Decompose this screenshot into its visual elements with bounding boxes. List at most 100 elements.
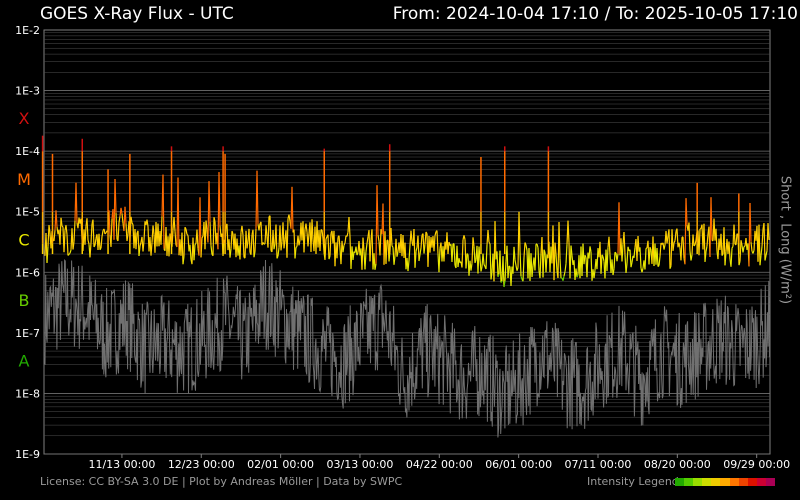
legend-swatch (765, 478, 776, 486)
range-separator: / (604, 4, 611, 24)
long-flux-segment (55, 210, 58, 228)
long-flux-segment (319, 229, 322, 252)
y-tick-label: 1E-2 (15, 24, 40, 37)
short-series (44, 259, 770, 438)
long-flux-segment (519, 250, 522, 277)
long-flux-segment (294, 247, 297, 259)
long-flux-segment (186, 234, 189, 236)
long-flux-segment (602, 256, 605, 262)
long-flux-segment (659, 242, 662, 257)
y-tick-label: 1E-8 (15, 387, 40, 400)
long-flux-segment (130, 216, 133, 223)
long-flux-segment (258, 223, 261, 231)
long-flux-segment (252, 229, 255, 258)
legend-swatch (756, 478, 766, 486)
long-flux-segment (329, 233, 332, 256)
long-flux-segment (704, 251, 707, 262)
long-flux-segment (366, 236, 369, 244)
long-flux-segment (348, 216, 351, 238)
long-flux-segment (656, 248, 659, 267)
long-flux-segment (419, 247, 422, 255)
x-axis-ticks: 11/13 00:00 12/23 00:00 02/01 00:00 03/13 0… (88, 454, 790, 470)
long-flux-segment (674, 231, 677, 241)
long-flux-segment (374, 263, 377, 270)
long-flux-segment (669, 265, 672, 269)
long-flux-segment (115, 212, 118, 240)
long-flux-segment (174, 231, 177, 246)
long-flux-segment (352, 251, 355, 260)
long-flux-segment (629, 249, 632, 268)
long-flux-segment (254, 228, 257, 252)
long-flux-segment (438, 248, 441, 273)
long-flux-segment (408, 244, 411, 261)
long-flux-segment (201, 235, 204, 239)
long-flux-segment (344, 235, 347, 244)
long-flux-segment (343, 242, 346, 246)
long-flux-segment (194, 243, 197, 245)
long-flux-segment (209, 221, 212, 246)
long-flux-segment (46, 246, 49, 263)
flare-class-X: X (19, 109, 30, 128)
long-flux-segment (507, 266, 510, 279)
long-flux-segment (369, 239, 372, 262)
long-flux-segment (483, 264, 486, 267)
long-flux-segment (239, 232, 242, 260)
long-flux-segment (480, 266, 483, 272)
long-flux-segment (559, 258, 562, 279)
long-flux-segment (126, 233, 129, 242)
long-flux-segment (89, 243, 92, 258)
long-flux-segment (184, 226, 187, 230)
long-flux-segment (72, 241, 75, 250)
long-flux-segment (277, 247, 280, 257)
long-flux-segment (242, 235, 245, 258)
y-tick-label: 1E-5 (15, 206, 40, 219)
long-flux-segment (496, 251, 499, 277)
long-series (41, 135, 770, 288)
long-flux-segment (497, 273, 500, 278)
long-flux-segment (379, 229, 382, 256)
long-flux-segment (104, 232, 107, 235)
legend-swatch (720, 478, 730, 486)
long-flux-segment (531, 265, 534, 277)
long-flux-segment (93, 244, 96, 248)
long-flux-segment (118, 216, 121, 223)
long-flux-segment (758, 224, 761, 266)
long-flux-segment (488, 241, 491, 245)
flare-class-B: B (19, 291, 30, 310)
long-flux-segment (293, 229, 296, 259)
long-flux-segment (183, 227, 186, 257)
long-flux-segment (250, 234, 253, 255)
long-flux-segment (465, 253, 468, 269)
long-flux-segment (275, 224, 278, 259)
long-flux-segment (253, 251, 256, 258)
from-value: 2024-10-04 17:10 (446, 4, 600, 24)
long-flux-segment (740, 240, 743, 246)
long-flux-segment (142, 240, 145, 252)
long-flux-segment (181, 232, 184, 265)
long-flux-segment (589, 246, 592, 253)
long-flux-segment (767, 223, 770, 241)
long-flux-segment (703, 223, 706, 262)
long-flux-segment (520, 276, 523, 280)
long-flux-segment (451, 243, 454, 262)
long-flux-segment (286, 218, 289, 258)
long-flux-segment (688, 222, 691, 252)
long-flux-segment (764, 255, 767, 261)
long-flux-segment (458, 258, 461, 263)
long-flux-segment (523, 242, 526, 258)
long-flux-segment (506, 245, 509, 279)
long-flux-segment (272, 230, 275, 250)
long-flux-segment (325, 236, 328, 240)
long-flux-segment (199, 197, 202, 258)
long-flux-segment (735, 233, 738, 245)
long-flux-segment (543, 249, 546, 253)
long-flux-segment (138, 245, 141, 257)
long-flux-segment (494, 221, 497, 260)
long-flux-segment (694, 240, 697, 246)
long-flux-segment (150, 242, 153, 256)
long-flux-segment (436, 230, 439, 254)
long-flux-segment (525, 244, 528, 251)
long-flux-segment (283, 239, 286, 249)
intensity-legend-label: Intensity Legend (587, 475, 679, 488)
long-flux-segment (385, 240, 388, 264)
